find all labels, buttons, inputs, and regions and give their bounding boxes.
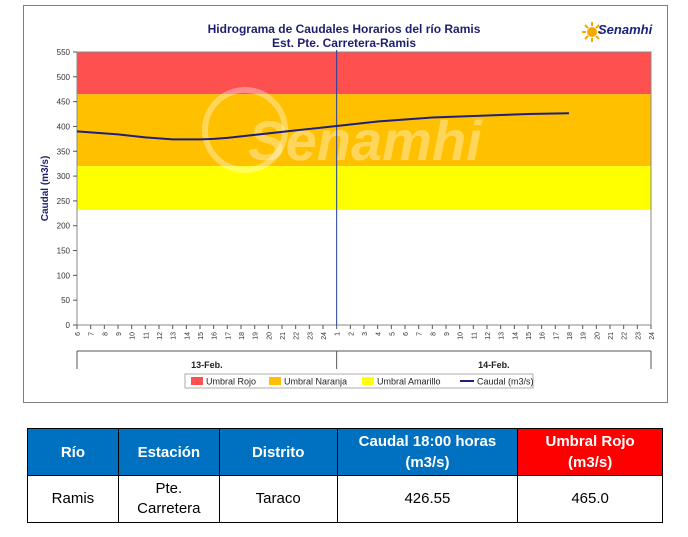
y-tick-label: 500 xyxy=(57,73,71,82)
x-tick-label: 1 xyxy=(335,332,342,336)
x-tick-label: 9 xyxy=(116,332,123,336)
x-tick-label: 11 xyxy=(471,332,478,339)
x-tick-label: 16 xyxy=(212,332,219,340)
x-tick-label: 13 xyxy=(499,332,506,340)
x-tick-label: 12 xyxy=(157,332,164,340)
x-tick-label: 22 xyxy=(622,332,629,340)
day-label-0: 13-Feb. xyxy=(191,360,223,370)
legend-swatch-1 xyxy=(269,377,281,385)
y-tick-label: 200 xyxy=(57,222,71,231)
x-tick-label: 13 xyxy=(171,332,178,340)
chart-subtitle: Est. Pte. Carretera-Ramis xyxy=(271,36,417,50)
header-umbral-rojo: Umbral Rojo (m3/s) xyxy=(517,428,663,476)
band-2 xyxy=(77,166,651,210)
table-row: Ramis Pte. Carretera Taraco 426.55 465.0 xyxy=(27,475,663,523)
band-1 xyxy=(77,94,651,167)
info-table: Río Estación Distrito Caudal 18:00 horas… xyxy=(27,428,663,523)
legend-label-2: Umbral Amarillo xyxy=(377,377,441,387)
y-tick-label: 0 xyxy=(66,321,71,330)
x-tick-label: 20 xyxy=(266,332,273,340)
x-tick-label: 23 xyxy=(307,332,314,340)
cell-umbral-rojo: 465.0 xyxy=(517,475,663,523)
x-tick-label: 2 xyxy=(348,332,355,336)
x-tick-label: 4 xyxy=(376,332,383,336)
watermark-sun-icon xyxy=(202,87,288,173)
x-tick-label: 12 xyxy=(485,332,492,340)
band-0 xyxy=(77,52,651,95)
x-tick-label: 23 xyxy=(635,332,642,340)
watermark: Senamhi xyxy=(248,109,483,172)
hydrograph-chart: Senamhi 0 50 100 150 200 250 300 350 400 450 500 550… xyxy=(40,48,656,389)
x-tick-label: 14 xyxy=(512,332,519,340)
x-tick-label: 22 xyxy=(294,332,301,340)
x-tick-label: 10 xyxy=(130,332,137,340)
x-tick-label: 6 xyxy=(75,332,82,336)
header-rio: Río xyxy=(27,428,119,476)
x-tick-label: 3 xyxy=(362,332,369,336)
y-tick-label: 350 xyxy=(57,147,71,156)
legend-series-label-0: Caudal (m3/s) xyxy=(477,377,534,387)
x-tick-label: 7 xyxy=(89,332,96,336)
y-tick-label: 400 xyxy=(57,122,71,131)
x-tick-label: 18 xyxy=(239,332,246,340)
cell-caudal: 426.55 xyxy=(336,475,519,523)
x-tick-label: 15 xyxy=(526,332,533,340)
x-tick-label: 15 xyxy=(198,332,205,340)
x-tick-label: 14 xyxy=(184,332,191,340)
header-estacion: Estación xyxy=(117,428,220,476)
cell-estacion: Pte. Carretera xyxy=(117,475,220,523)
legend-swatch-2 xyxy=(362,377,374,385)
x-tick-label: 19 xyxy=(253,332,260,340)
x-tick-label: 18 xyxy=(567,332,574,340)
x-tick-label: 5 xyxy=(389,332,396,336)
legend-swatch-0 xyxy=(191,377,203,385)
x-tick-label: 20 xyxy=(594,332,601,340)
table-header-row: Río Estación Distrito Caudal 18:00 horas… xyxy=(27,428,663,476)
chart-title: Hidrograma de Caudales Horarios del río … xyxy=(207,22,481,36)
x-tick-label: 10 xyxy=(458,332,465,340)
senamhi-logo: Senamhi xyxy=(582,18,654,46)
header-caudal: Caudal 18:00 horas (m3/s) xyxy=(336,428,519,476)
x-tick-label: 24 xyxy=(649,332,656,340)
y-tick-label: 550 xyxy=(57,48,71,57)
x-tick-label: 24 xyxy=(321,332,328,340)
x-tick-label: 17 xyxy=(553,332,560,340)
x-tick-label: 7 xyxy=(417,332,424,336)
y-tick-label: 50 xyxy=(61,296,70,305)
sun-icon xyxy=(582,22,602,42)
day-label-1: 14-Feb. xyxy=(478,360,510,370)
logo-text: Senamhi xyxy=(598,22,653,37)
x-tick-label: 19 xyxy=(581,332,588,340)
x-tick-label: 16 xyxy=(540,332,547,340)
y-axis-label: Caudal (m3/s) xyxy=(40,156,51,222)
y-tick-label: 300 xyxy=(57,172,71,181)
x-tick-label: 8 xyxy=(430,332,437,336)
x-tick-label: 11 xyxy=(143,332,150,339)
y-tick-label: 250 xyxy=(57,197,71,206)
x-tick-label: 6 xyxy=(403,332,410,336)
legend-label-0: Umbral Rojo xyxy=(206,377,256,387)
cell-rio: Ramis xyxy=(27,475,119,523)
y-tick-label: 100 xyxy=(57,271,71,280)
series-line-0 xyxy=(76,112,570,141)
x-tick-label: 17 xyxy=(225,332,232,340)
header-distrito: Distrito xyxy=(218,428,338,476)
x-tick-label: 8 xyxy=(102,332,109,336)
x-tick-label: 21 xyxy=(280,332,287,340)
legend-label-1: Umbral Naranja xyxy=(284,377,347,387)
y-tick-label: 450 xyxy=(57,98,71,107)
cell-distrito: Taraco xyxy=(218,475,338,523)
x-tick-label: 21 xyxy=(608,332,615,340)
x-tick-label: 9 xyxy=(444,332,451,336)
y-tick-label: 150 xyxy=(57,247,71,256)
chart-title-block: Hidrograma de Caudales Horarios del río … xyxy=(0,22,688,50)
